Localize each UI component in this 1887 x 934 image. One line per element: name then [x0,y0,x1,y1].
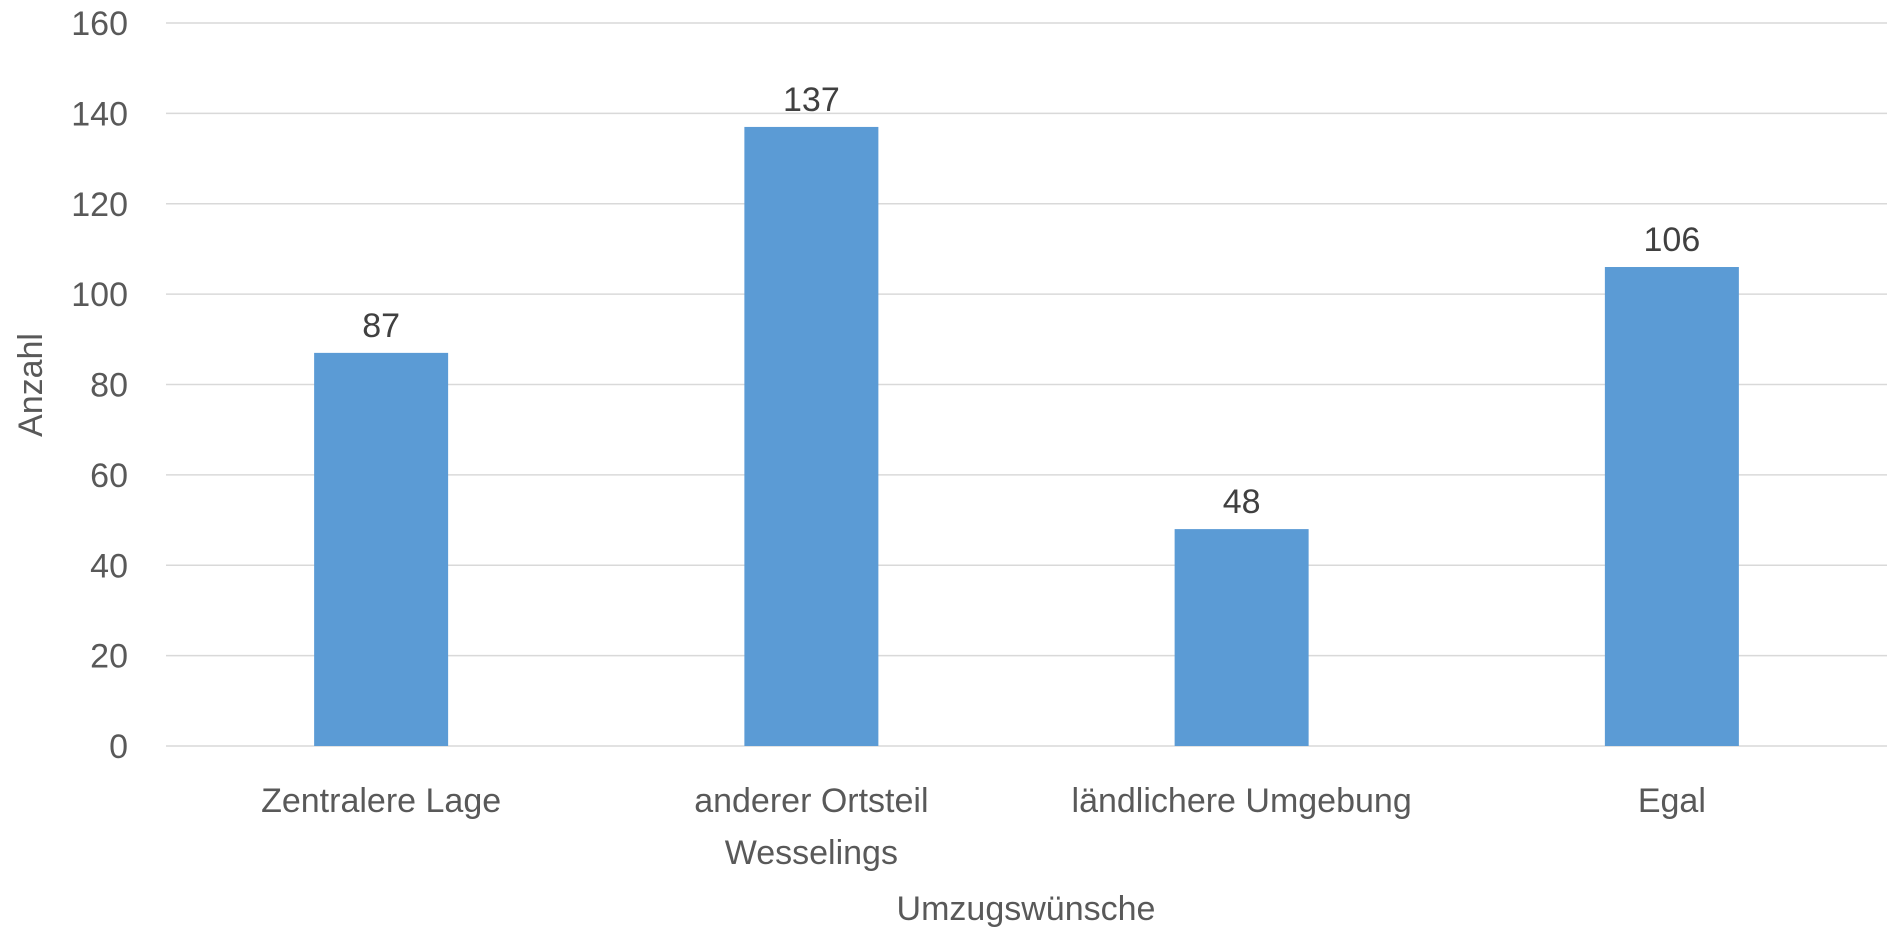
y-axis-ticks: 0 20 40 60 80 100 120 140 160 [71,5,128,766]
x-category-label: Egal [1638,782,1706,820]
y-tick-label: 0 [109,728,128,766]
data-label: 137 [783,81,840,119]
y-tick-label: 160 [71,5,128,43]
gridlines [166,22,1887,747]
y-tick-label: 100 [71,276,128,314]
bars [314,126,1739,746]
x-axis-categories: Zentralere Lage anderer Ortsteil Wesseling… [261,782,1706,872]
data-label: 48 [1223,483,1261,521]
x-category-label: ländlichere Umgebung [1072,782,1412,820]
y-tick-label: 60 [90,457,128,495]
data-label: 106 [1644,221,1701,259]
bar [1174,529,1309,746]
bar [1604,267,1739,746]
y-tick-label: 140 [71,95,128,133]
bar [314,352,449,746]
bar [744,126,879,746]
data-label: 87 [362,307,400,345]
x-category-label: Zentralere Lage [261,782,501,820]
y-tick-label: 120 [71,186,128,224]
y-tick-label: 80 [90,367,128,405]
y-tick-label: 40 [90,547,128,585]
x-category-label: anderer Ortsteil [694,782,928,820]
x-category-label: Wesselings [725,834,898,872]
x-axis-title: Umzugswünsche [897,890,1156,928]
data-labels: 87 137 48 106 [362,81,1700,521]
y-axis-title: Anzahl [12,333,50,437]
y-tick-label: 20 [90,638,128,676]
